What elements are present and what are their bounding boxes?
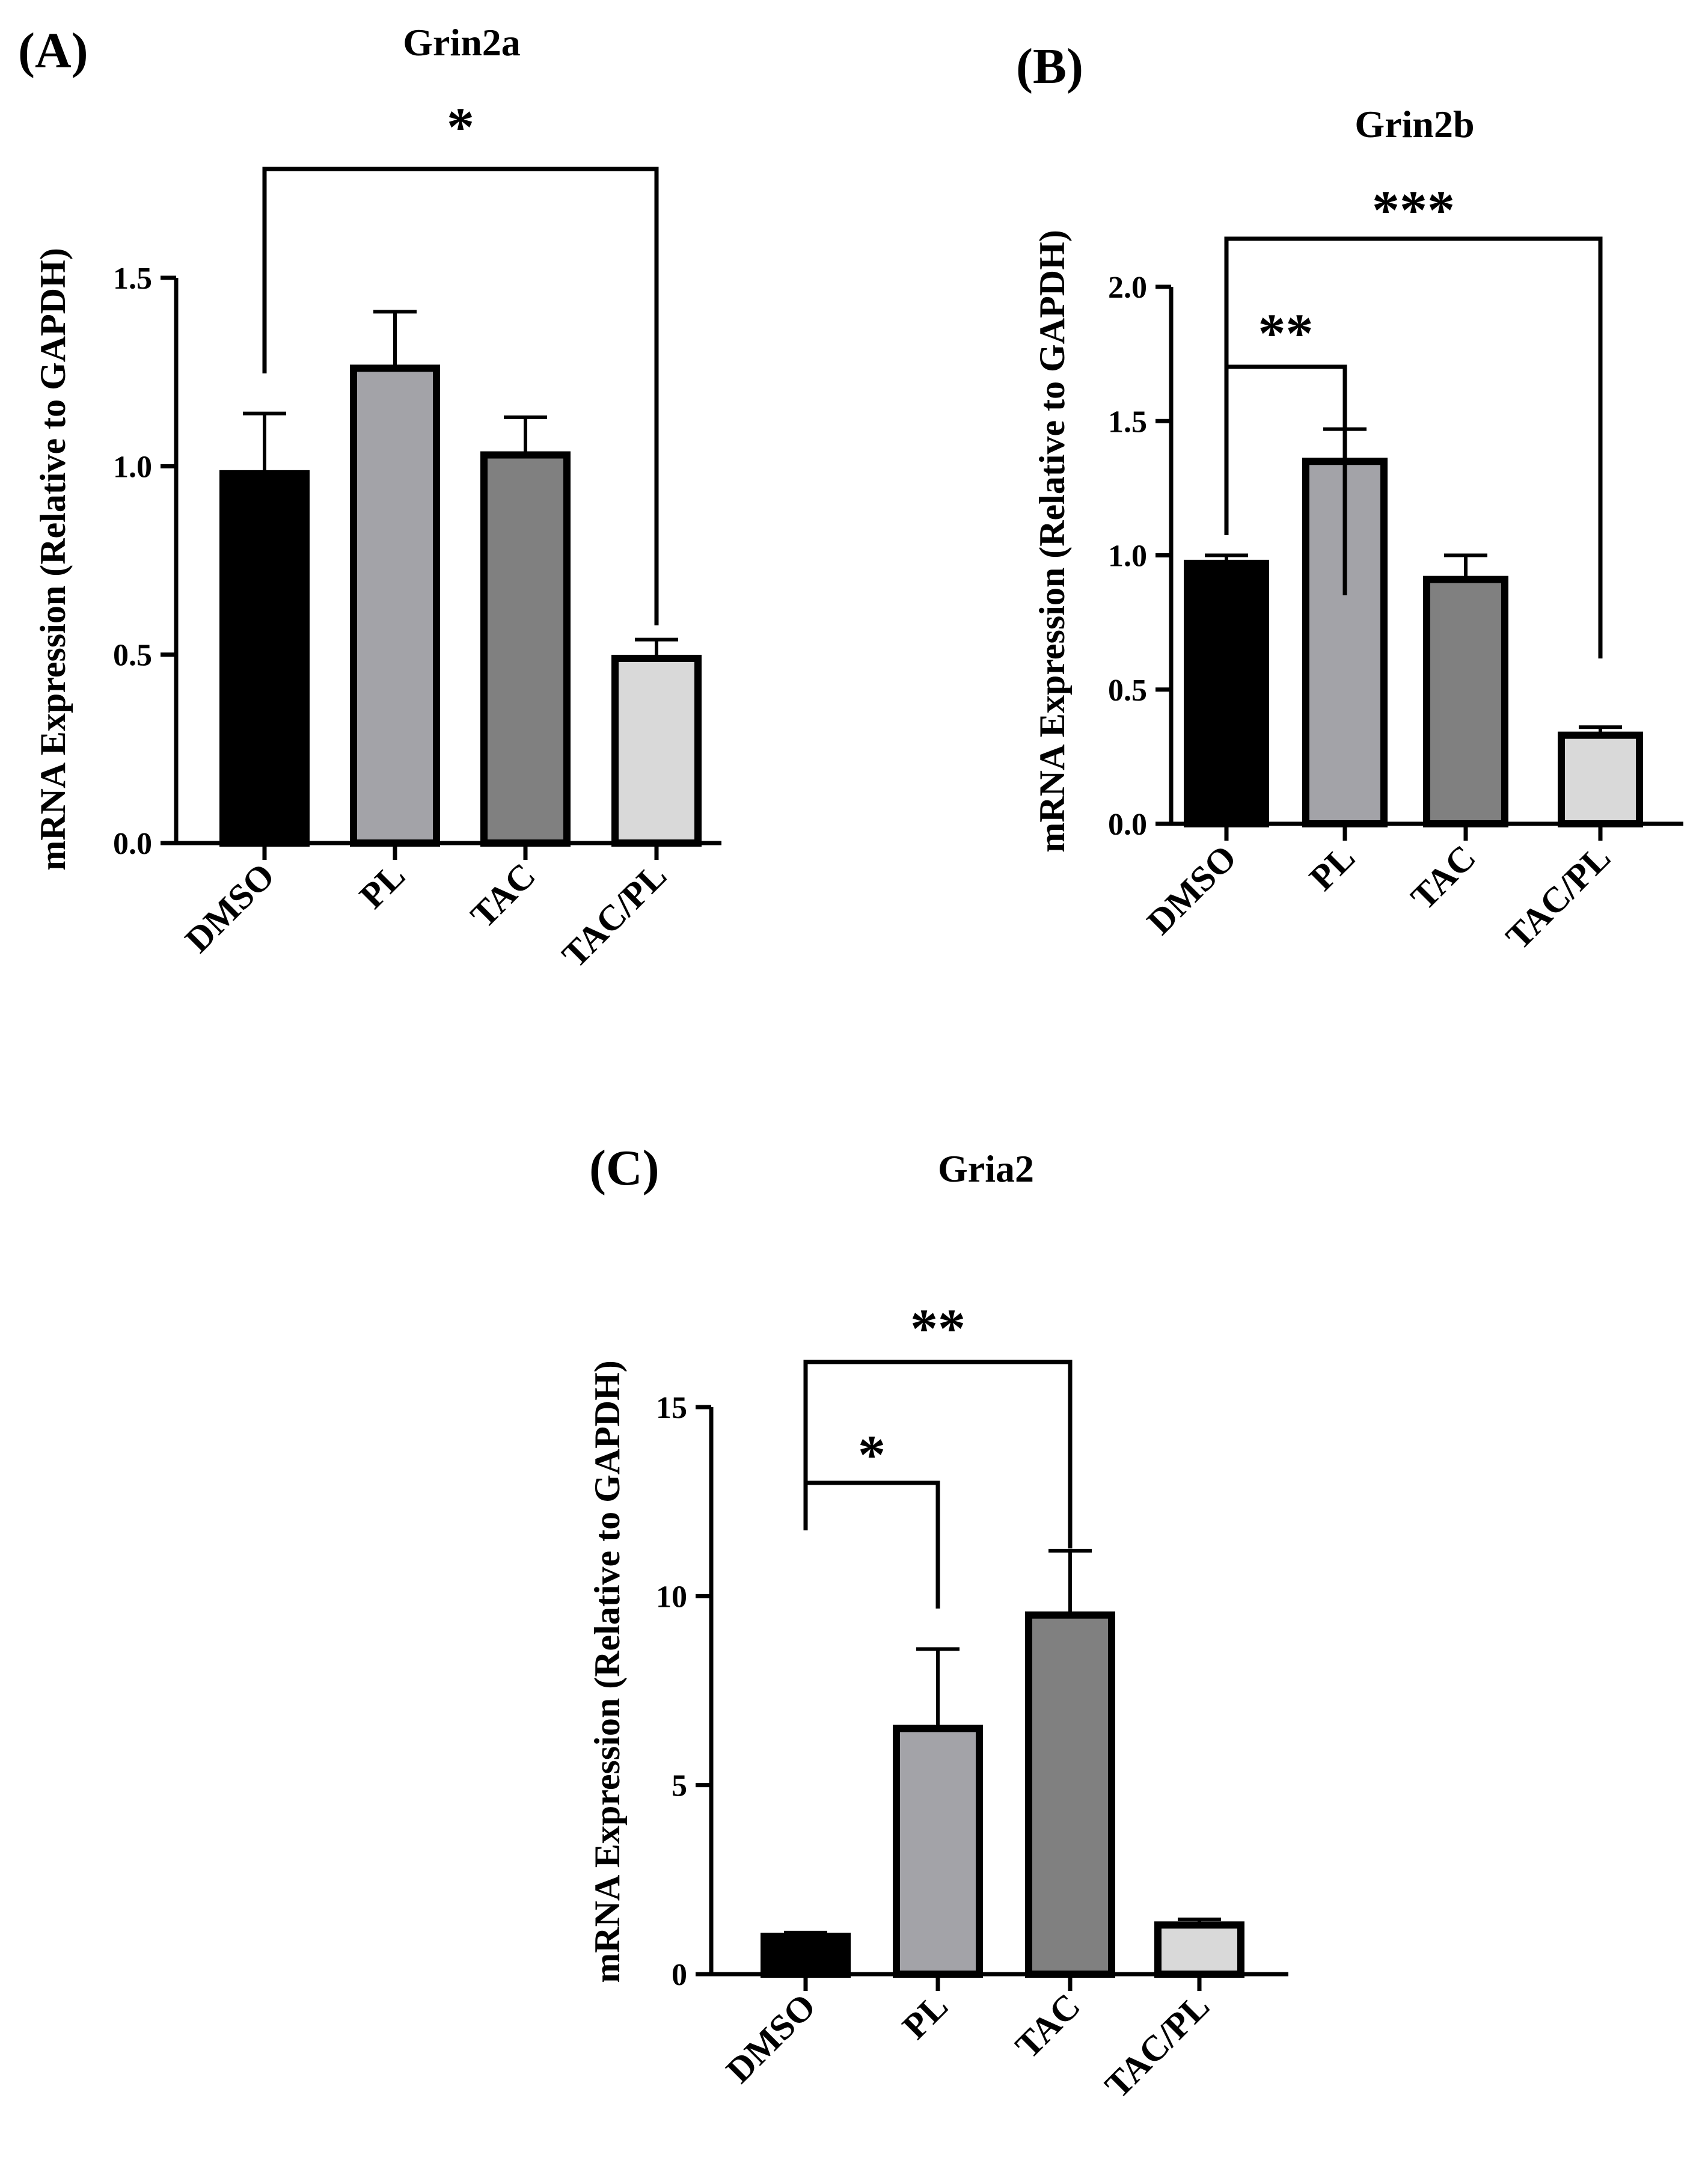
bar-tac	[480, 451, 571, 847]
y-axis-label: mRNA Expression (Relative to GAPDH)	[33, 248, 73, 870]
y-tick-label: 1.0	[113, 450, 152, 484]
bar-tac-pl	[1558, 731, 1643, 828]
y-tick-label: 15	[656, 1391, 687, 1425]
significance-label: *	[447, 96, 474, 158]
bar-tac	[1025, 1611, 1115, 1978]
significance-bracket	[803, 1360, 1073, 1548]
y-tick-label: 1.0	[1108, 539, 1147, 574]
significance-label: *	[858, 1424, 886, 1485]
bar-dmso	[1184, 559, 1269, 828]
panel-label: (C)	[589, 1140, 660, 1196]
y-tick-label: 1.5	[1108, 405, 1147, 439]
chart-title: Gria2	[938, 1147, 1034, 1190]
bar-pl	[350, 364, 440, 847]
y-tick-label: 0.5	[1108, 673, 1147, 708]
y-axis-label: mRNA Expression (Relative to GAPDH)	[1032, 230, 1072, 852]
significance-bracket	[262, 167, 659, 625]
chart-title: Grin2a	[403, 21, 521, 64]
y-tick-label: 0.0	[113, 827, 152, 861]
bar-pl	[893, 1725, 983, 1978]
bar-tac-pl	[611, 654, 702, 847]
bar-tac-pl	[1154, 1921, 1244, 1978]
bar-dmso	[761, 1933, 851, 1978]
y-axis-label: mRNA Expression (Relative to GAPDH)	[587, 1360, 627, 1983]
y-tick-label: 1.5	[113, 262, 152, 296]
panel-a-grin2a: (A) Grin2a mRNA Expression (Relative to GA…	[18, 21, 721, 975]
panel-label: (A)	[18, 23, 88, 79]
y-tick-label: 0.5	[113, 639, 152, 673]
significance-bracket	[1224, 236, 1603, 658]
y-tick-label: 0.0	[1108, 808, 1147, 842]
y-tick-label: 5	[672, 1769, 687, 1803]
panel-label: (B)	[1016, 38, 1083, 94]
significance-label: ***	[1372, 179, 1455, 241]
significance-label: **	[1258, 302, 1314, 364]
significance-label: **	[910, 1298, 966, 1359]
chart-title: Grin2b	[1354, 103, 1474, 146]
y-tick-label: 2.0	[1108, 271, 1147, 305]
bar-tac	[1423, 575, 1508, 827]
y-tick-label: 10	[656, 1580, 687, 1614]
bar-dmso	[219, 470, 310, 847]
y-tick-label: 0	[672, 1958, 687, 1992]
